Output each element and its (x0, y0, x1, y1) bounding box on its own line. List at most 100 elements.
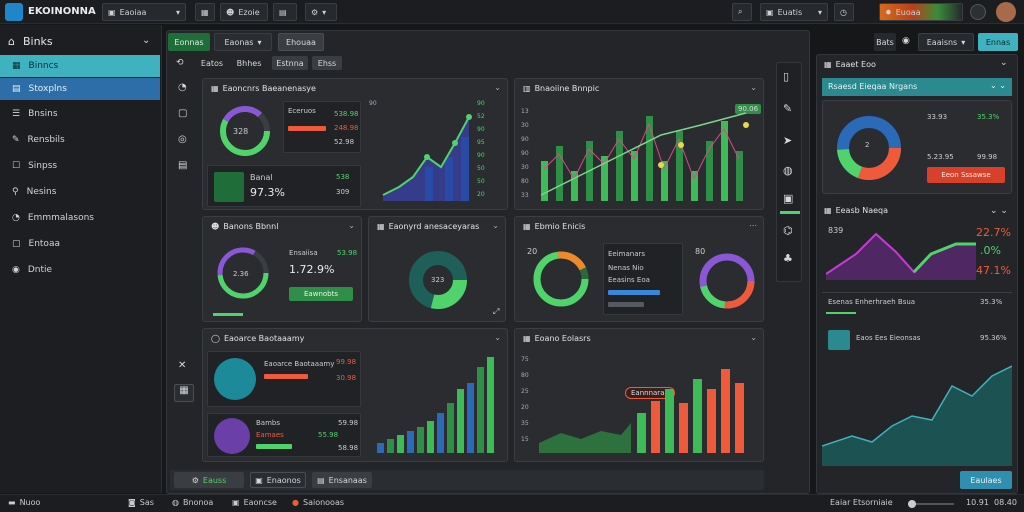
goal-button[interactable]: Eawnobts (289, 287, 353, 301)
gallery-button[interactable]: ▤ (273, 3, 297, 21)
volume-bar-chart: 75 80 25 20 35 15 (521, 356, 744, 453)
volume-bar (707, 389, 716, 453)
tick-label: 50 (477, 165, 485, 172)
bottom-tab-enaonos[interactable]: ▣ Enaonos (250, 472, 306, 488)
tab-ehouaa[interactable]: Ehouaa (278, 33, 324, 51)
globe-icon[interactable]: ◍ (783, 164, 793, 177)
doc-icon[interactable]: ▯ (783, 70, 790, 83)
wrench-icon: ✎ (12, 135, 20, 145)
highlight-banner[interactable]: Rsaesd Eieqaa Nrgans ⌄ ⌄ (822, 78, 1012, 96)
sidebar-item-nesins[interactable]: ⚲ Nesins (12, 187, 57, 197)
tick-label: 30 (521, 122, 529, 129)
area-chart: 90 52 90 95 90 50 50 20 90 (369, 100, 485, 201)
tick-label: 90 (521, 136, 529, 143)
status-item-4[interactable]: ● Saionooas (292, 498, 345, 507)
card-people: ◯ Eaoarce Baotaaamy ⌄ Eaoarce Baotaaamy 9… (202, 328, 508, 462)
expand-icon[interactable]: ⤢ (493, 307, 500, 316)
volume-slider[interactable] (908, 500, 954, 508)
sidebar-header[interactable]: ⌂ Binks (8, 35, 53, 48)
subtab-estnna[interactable]: Estnna (272, 56, 308, 70)
chevron-down-icon[interactable]: ⌄ (750, 83, 757, 92)
chevron-down-icon[interactable]: ⌄ ⌄ (990, 206, 1008, 216)
divider (822, 292, 1012, 293)
pencil-icon[interactable]: ✎ (783, 102, 793, 115)
sidebar-item-rensbils[interactable]: ✎ Rensbils (12, 135, 65, 145)
settings-button[interactable]: ⚙ ▾ (305, 3, 337, 21)
person-row-1[interactable]: Eaoarce Baotaaamy 99.98 30.98 (207, 351, 361, 407)
tab-eaonas[interactable]: Eaonas ▾ (214, 33, 272, 51)
chart-icon[interactable]: ◔ (178, 82, 187, 93)
stat-value-3: 52.98 (334, 138, 355, 146)
list-icon: ☰ (12, 109, 21, 119)
donut-chart (837, 116, 901, 180)
time-button[interactable]: ◷ (834, 3, 854, 21)
panel-title: Eaaet Eoo (835, 60, 876, 69)
subtab-bhhes[interactable]: Bhhes (236, 58, 262, 68)
person-row-2[interactable]: Bambs 59.98 Eamaes 55.98 58.98 (207, 413, 361, 457)
tab-eonnas[interactable]: Eonnas (168, 33, 210, 51)
status-item-1[interactable]: ◙ Sas (128, 498, 154, 507)
cart-dropdown[interactable]: ▣ Euatis ▾ (760, 3, 828, 21)
sidebar-item-dntie[interactable]: ◉ Dntie (12, 265, 53, 275)
grid-icon: ▦ (12, 61, 21, 71)
card-goals: ☻ Banons Bbnnl ⌄ 2.36 Ensaiisa 53.98 1.72… (202, 216, 362, 322)
arrow-icon[interactable]: ➤ (783, 134, 793, 147)
menu-dropdown[interactable]: ▣ Eaoiaa ▾ (102, 3, 186, 21)
record-icon: ● (292, 498, 299, 507)
chevron-down-icon[interactable]: ⌄ (348, 221, 355, 230)
subtab-eatos[interactable]: Eatos (200, 58, 224, 68)
volume-bar (637, 413, 646, 453)
total-progress[interactable]: ✹ Euoaa (879, 3, 963, 21)
image-button[interactable]: ▦ (195, 3, 215, 21)
bottom-tab-ensanaas[interactable]: ▤ Ensanaas (312, 472, 372, 488)
search-button[interactable]: ⌕ (732, 3, 752, 21)
sidebar-item-binncs[interactable]: ▦ Binncs (0, 55, 160, 77)
bell-icon[interactable]: ♣ (783, 252, 793, 265)
more-icon[interactable]: ⋯ (749, 221, 757, 230)
slider-handle[interactable] (908, 500, 916, 508)
avatar[interactable] (996, 2, 1016, 22)
person-value-b2: 55.98 (318, 431, 339, 439)
clipboard-icon[interactable]: ▤ (178, 160, 188, 171)
sidebar-item-entoaa[interactable]: ▢ Entoaa (12, 239, 60, 249)
search-icon: ⌕ (738, 7, 743, 16)
range-dropdown[interactable]: Eaaisns ▾ (918, 33, 974, 51)
chevron-down-icon[interactable]: ⌄ (750, 333, 757, 342)
chevron-down-icon[interactable]: ⌄ (142, 35, 151, 46)
status-item-3[interactable]: ▣ Eaoncse (232, 498, 277, 507)
cta-button[interactable]: Ennas (978, 33, 1018, 51)
sidebar-item-stoxplns[interactable]: ▤ Stoxplns (0, 78, 160, 100)
settings-gear-icon[interactable] (970, 4, 986, 20)
sidebar-item-sinpss[interactable]: ☐ Sinpss (12, 161, 58, 171)
chevron-down-icon: ⌄ ⌄ (990, 81, 1006, 90)
tick-label: 15 (521, 436, 529, 443)
sidebar-item-bnsins[interactable]: ☰ Bnsins (12, 109, 58, 119)
area-point (452, 140, 458, 146)
filter-button[interactable]: Bats (874, 33, 896, 51)
export-button[interactable]: Eaulaes (960, 471, 1012, 489)
bottom-tab-eauss[interactable]: ⚙ Eauss (174, 472, 244, 488)
eye-icon[interactable]: ◉ (902, 36, 910, 46)
chevron-down-icon[interactable]: ⌄ (1000, 58, 1008, 68)
top-bar: EKOINONNA ▣ Eaoiaa ▾ ▦ ☻ Ezoie ▤ ⚙ ▾ ⌕ ▣ Euat… (0, 0, 1024, 24)
clock-icon: ◔ (12, 213, 20, 223)
tag-icon[interactable]: ⌬ (783, 224, 793, 237)
chevron-down-icon[interactable]: ⌄ (494, 83, 501, 92)
user-button[interactable]: ☻ Ezoie (220, 3, 268, 21)
trend-bar (691, 171, 698, 201)
subtab-ehss[interactable]: Ehss (312, 56, 342, 70)
avatar (214, 172, 244, 202)
tools-icon[interactable]: ✕ (178, 360, 187, 371)
donut-button[interactable]: Eeon Sssawse (927, 167, 1005, 183)
compass-icon[interactable]: ◎ (178, 134, 187, 145)
back-arrow-icon[interactable]: ⟲ (176, 58, 184, 68)
card-title: Bnaoiine Bnnpic (534, 84, 600, 93)
frame-icon[interactable]: ▣ (783, 192, 794, 205)
folder-icon[interactable]: ▢ (178, 108, 188, 119)
chevron-down-icon[interactable]: ⌄ (492, 221, 499, 230)
people-bar (397, 435, 404, 453)
gallery-icon[interactable]: ▦ (174, 384, 194, 402)
status-item-2[interactable]: ◍ Bnonoa (172, 498, 214, 507)
sidebar-item-emmmalasons[interactable]: ◔ Emmmalasons (12, 213, 94, 223)
chevron-down-icon[interactable]: ⌄ (494, 333, 501, 342)
